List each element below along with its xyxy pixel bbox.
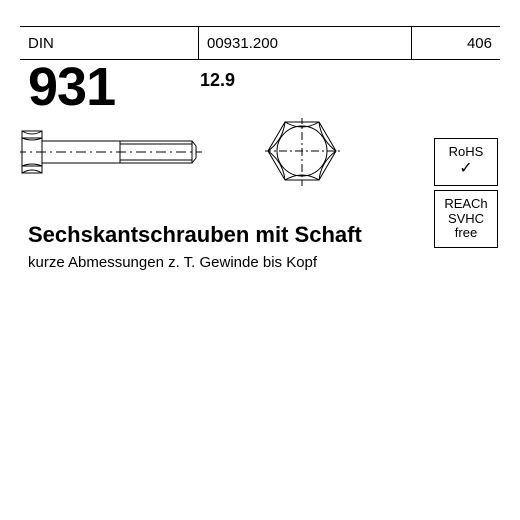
reach-line2: SVHC — [448, 212, 484, 227]
rohs-label: RoHS — [449, 145, 484, 160]
header-standard: DIN — [20, 27, 199, 59]
product-title: Sechskantschrauben mit Schaft — [28, 222, 362, 248]
product-subtitle: kurze Abmessungen z. T. Gewinde bis Kopf — [28, 254, 317, 271]
check-icon: ✓ — [459, 160, 472, 178]
reach-badge: REACh SVHC free — [434, 190, 498, 248]
strength-grade: 12.9 — [200, 70, 235, 91]
part-number: 931 — [28, 56, 115, 118]
header-bar: DIN 00931.200 406 — [20, 26, 500, 60]
reach-line1: REACh — [444, 197, 487, 212]
rohs-badge: RoHS ✓ — [434, 138, 498, 186]
reach-line3: free — [455, 226, 477, 241]
header-ref: 406 — [412, 27, 500, 59]
bolt-side-view-icon — [20, 128, 210, 178]
hex-front-view-icon — [265, 118, 343, 188]
header-code: 00931.200 — [199, 27, 412, 59]
